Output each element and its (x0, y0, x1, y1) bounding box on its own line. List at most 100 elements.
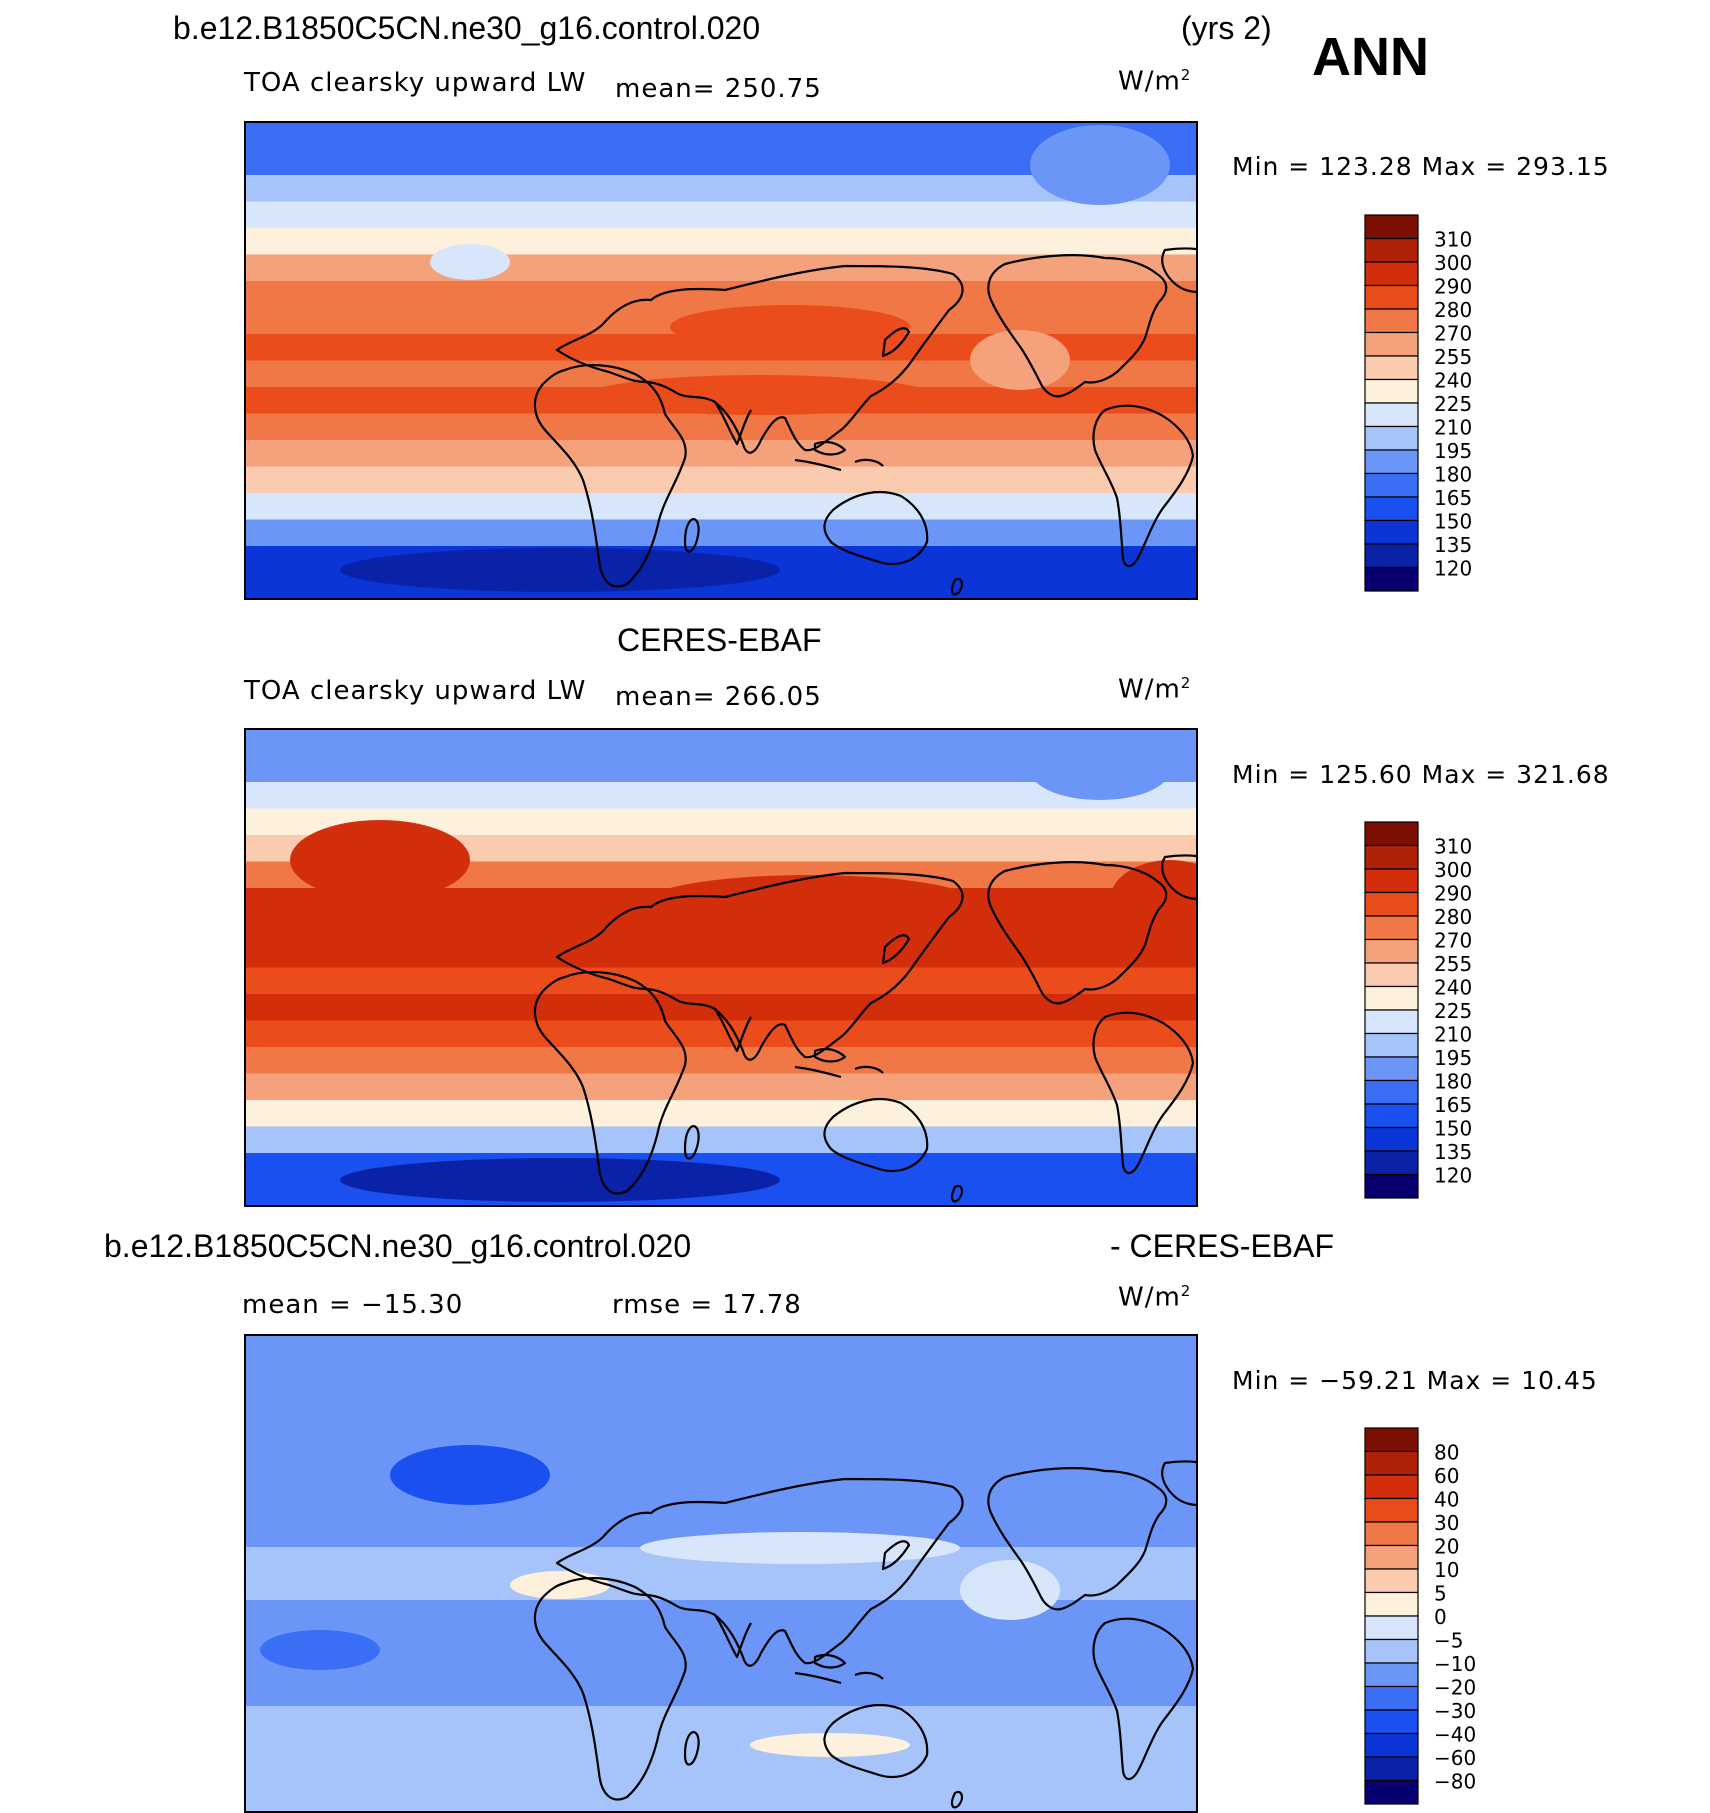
colorbar-swatch (1364, 1591, 1419, 1617)
warm-pool-feature (670, 305, 910, 349)
colorbar-swatch (1364, 1662, 1419, 1688)
panel2-mean: mean= 266.05 (615, 682, 822, 712)
colorbar-tick-label: 120 (1434, 1164, 1472, 1188)
zonal-band (245, 201, 1197, 229)
colorbar-swatch (1364, 868, 1419, 894)
greenland-feature (1030, 740, 1170, 800)
tibet-feature (390, 1445, 550, 1505)
colorbar-tick-label: 195 (1434, 1046, 1472, 1070)
colorbar-tick-label: 270 (1434, 322, 1472, 346)
colorbar-swatch (1364, 1474, 1419, 1500)
colorbar-swatch (1364, 284, 1419, 310)
tibet-feature (430, 244, 510, 280)
colorbar-tick-label: 10 (1434, 1558, 1459, 1582)
panel1-minmax: Min = 123.28 Max = 293.15 (1232, 152, 1610, 181)
panel3-rmse: rmse = 17.78 (612, 1290, 802, 1320)
zonal-band (245, 254, 1197, 282)
zonal-band (245, 1732, 1197, 1760)
colorbar-swatch (1364, 378, 1419, 404)
colorbar-swatch (1364, 1450, 1419, 1476)
colorbar-swatch (1364, 355, 1419, 381)
panel2-units: W/m2 (1118, 674, 1192, 705)
colorbar-tick-label: 0 (1434, 1605, 1447, 1629)
colorbar-tick-label: −60 (1434, 1746, 1476, 1770)
colorbar-swatch (1364, 1685, 1419, 1711)
colorbar-swatch (1364, 1032, 1419, 1058)
colorbar-swatch (1364, 519, 1419, 545)
zonal-band (245, 1388, 1197, 1416)
greenland-feature (1030, 125, 1170, 205)
colorbar-swatch (1364, 1756, 1419, 1782)
colorbar-swatch (1364, 1103, 1419, 1129)
colorbar-tick-label: 240 (1434, 369, 1472, 393)
warm-pool-feature (550, 913, 830, 957)
zonal-band (245, 228, 1197, 256)
colorbar-swatch (1364, 962, 1419, 988)
colorbar-tick-label: 60 (1434, 1464, 1459, 1488)
sahara-feature (290, 820, 470, 900)
colorbar-tick-label: 280 (1434, 905, 1472, 929)
colorbar-swatch (1364, 1638, 1419, 1664)
panel3-title-right: - CERES-EBAF (1110, 1228, 1335, 1264)
panel1-mean: mean= 250.75 (615, 74, 822, 104)
zonal-band (245, 1100, 1197, 1128)
colorbar-tick-label: 290 (1434, 882, 1472, 906)
colorbar-tick-label: −40 (1434, 1723, 1476, 1747)
zonal-band (245, 1047, 1197, 1075)
panel1-frame (244, 121, 1198, 600)
colorbar-tick-label: 150 (1434, 510, 1472, 534)
colorbar-swatch (1364, 1779, 1419, 1805)
panel2-map (245, 729, 1197, 1206)
panel1-units: W/m2 (1118, 66, 1192, 97)
colorbar-swatch (1364, 1615, 1419, 1641)
zonal-band (245, 1626, 1197, 1654)
zonal-band (245, 1706, 1197, 1734)
colorbar-tick-label: 300 (1434, 251, 1472, 275)
colorbar-swatch (1364, 1009, 1419, 1035)
colorbar-tick-label: −5 (1434, 1629, 1463, 1653)
colorbar-swatch (1364, 237, 1419, 263)
zonal-band (245, 1679, 1197, 1707)
panel3-title-left: b.e12.B1850C5CN.ne30_g16.control.020 (104, 1228, 692, 1264)
colorbar-tick-label: 165 (1434, 486, 1472, 510)
zonal-band (245, 1073, 1197, 1101)
season-label: ANN (1312, 27, 1429, 87)
colorbar-tick-label: 225 (1434, 999, 1472, 1023)
colorbar-swatch (1364, 425, 1419, 451)
zonal-band (245, 440, 1197, 468)
antarctic-feature (340, 1158, 780, 1202)
zonal-band (245, 1653, 1197, 1681)
colorbar-tick-label: 180 (1434, 1070, 1472, 1094)
colorbar-swatch (1364, 985, 1419, 1011)
colorbar-swatch (1364, 938, 1419, 964)
colorbar-tick-label: 80 (1434, 1441, 1459, 1465)
colorbar-swatch (1364, 1544, 1419, 1570)
zonal-band (245, 1414, 1197, 1442)
colorbar-tick-label: −20 (1434, 1676, 1476, 1700)
colorbar-swatch (1364, 1427, 1419, 1453)
panel1-colorbar: 3103002902802702552402252101951801651501… (1364, 214, 1472, 592)
colorbar-tick-label: 300 (1434, 858, 1472, 882)
panel2-minmax: Min = 125.60 Max = 321.68 (1232, 760, 1610, 789)
colorbar-swatch (1364, 915, 1419, 941)
panel1-map (245, 122, 1197, 599)
colorbar-tick-label: 5 (1434, 1582, 1447, 1606)
zonal-band (245, 413, 1197, 441)
zonal-band (245, 1126, 1197, 1154)
zonal-band (245, 782, 1197, 810)
panel2-colorbar: 3103002902802702552402252101951801651501… (1364, 821, 1472, 1199)
colorbar-tick-label: 255 (1434, 952, 1472, 976)
colorbar-swatch (1364, 472, 1419, 498)
colorbar-swatch (1364, 1150, 1419, 1176)
colorbar-swatch (1364, 1568, 1419, 1594)
colorbar-swatch (1364, 1079, 1419, 1105)
colorbar-swatch (1364, 1173, 1419, 1199)
zonal-band (245, 1335, 1197, 1389)
colorbar-tick-label: 210 (1434, 416, 1472, 440)
colorbar-tick-label: 290 (1434, 275, 1472, 299)
colorbar-tick-label: 135 (1434, 1140, 1472, 1164)
colorbar-swatch (1364, 844, 1419, 870)
colorbar-tick-label: 210 (1434, 1023, 1472, 1047)
